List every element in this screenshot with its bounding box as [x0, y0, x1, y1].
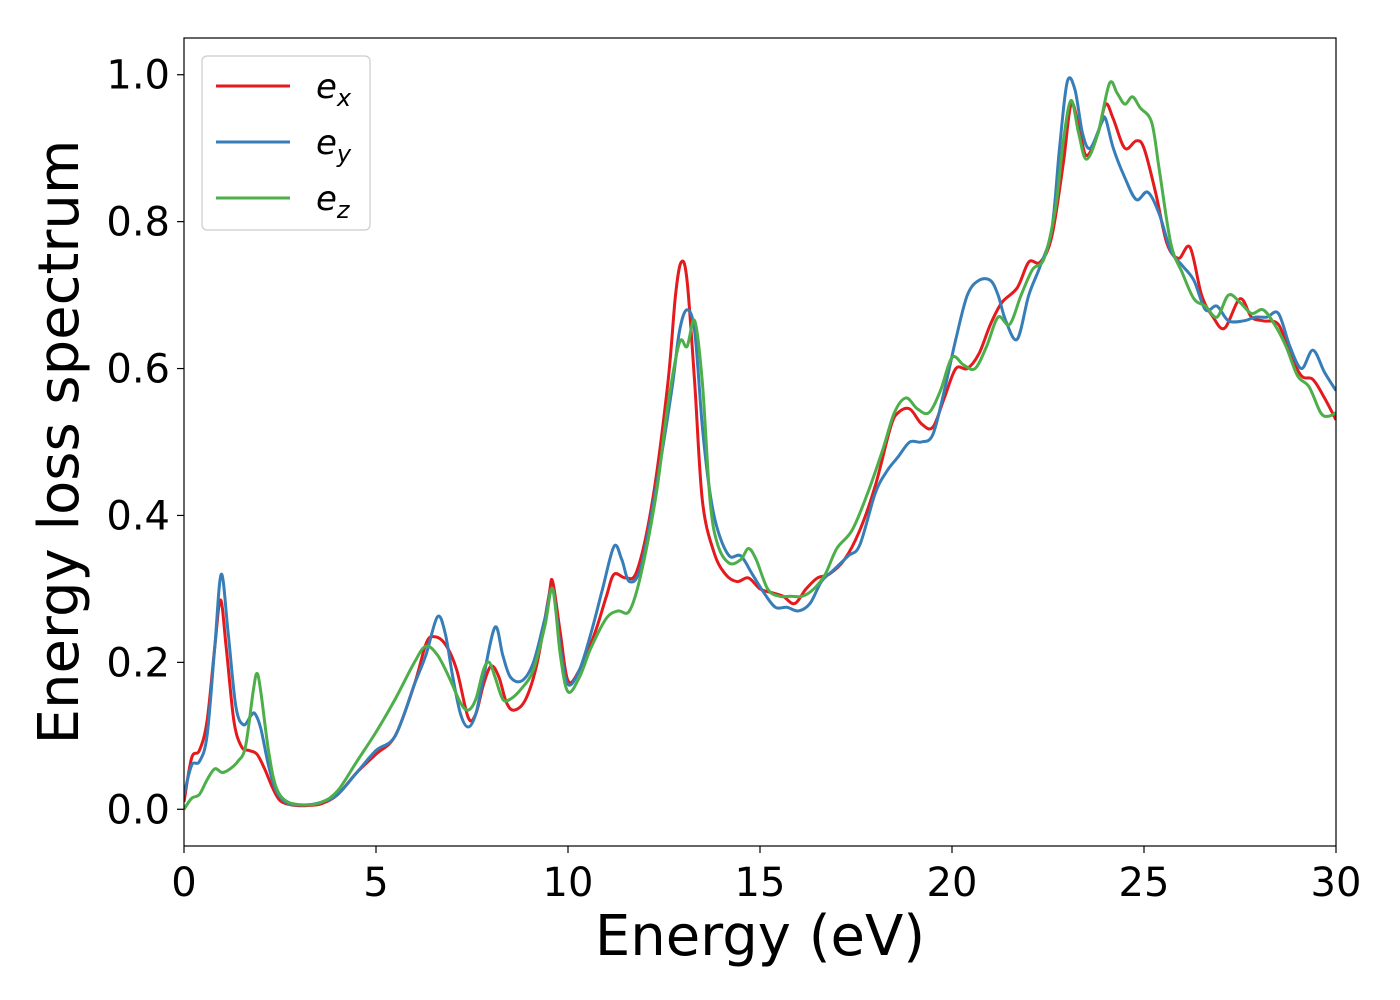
- series-line-y: [184, 76, 1336, 807]
- legend-label-z: ez: [316, 179, 351, 224]
- y-tick-label: 0.8: [106, 200, 170, 246]
- y-axis-title: Energy loss spectrum: [27, 140, 92, 745]
- legend-label-sub: x: [336, 84, 352, 112]
- legend-label-x: ex: [316, 67, 352, 112]
- x-axis-title: Energy (eV): [595, 904, 925, 969]
- x-tick-label: 30: [1311, 860, 1362, 906]
- x-tick-label: 10: [543, 860, 594, 906]
- y-axis-ticks: 0.0 0.2 0.4 0.6 0.8 1.0: [106, 53, 184, 833]
- legend-label-sub: y: [336, 140, 352, 168]
- y-tick-label: 0.4: [106, 493, 170, 539]
- legend-label-base: e: [316, 179, 337, 219]
- x-tick-label: 20: [927, 860, 978, 906]
- legend-label-base: e: [316, 123, 337, 163]
- y-tick-label: 0.2: [106, 640, 170, 686]
- legend-label-sub: z: [336, 196, 351, 224]
- x-axis-ticks: 0 5 10 15 20 25 30: [171, 846, 1361, 906]
- x-tick-label: 15: [735, 860, 786, 906]
- y-tick-label: 1.0: [106, 53, 170, 99]
- legend-label-base: e: [316, 67, 337, 107]
- legend-label-y: ey: [316, 123, 352, 168]
- series-layer: [184, 76, 1336, 811]
- x-tick-label: 0: [171, 860, 196, 906]
- y-tick-label: 0.6: [106, 347, 170, 393]
- y-tick-label: 0.0: [106, 787, 170, 833]
- x-tick-label: 5: [363, 860, 388, 906]
- x-tick-label: 25: [1119, 860, 1170, 906]
- series-line-z: [184, 80, 1336, 811]
